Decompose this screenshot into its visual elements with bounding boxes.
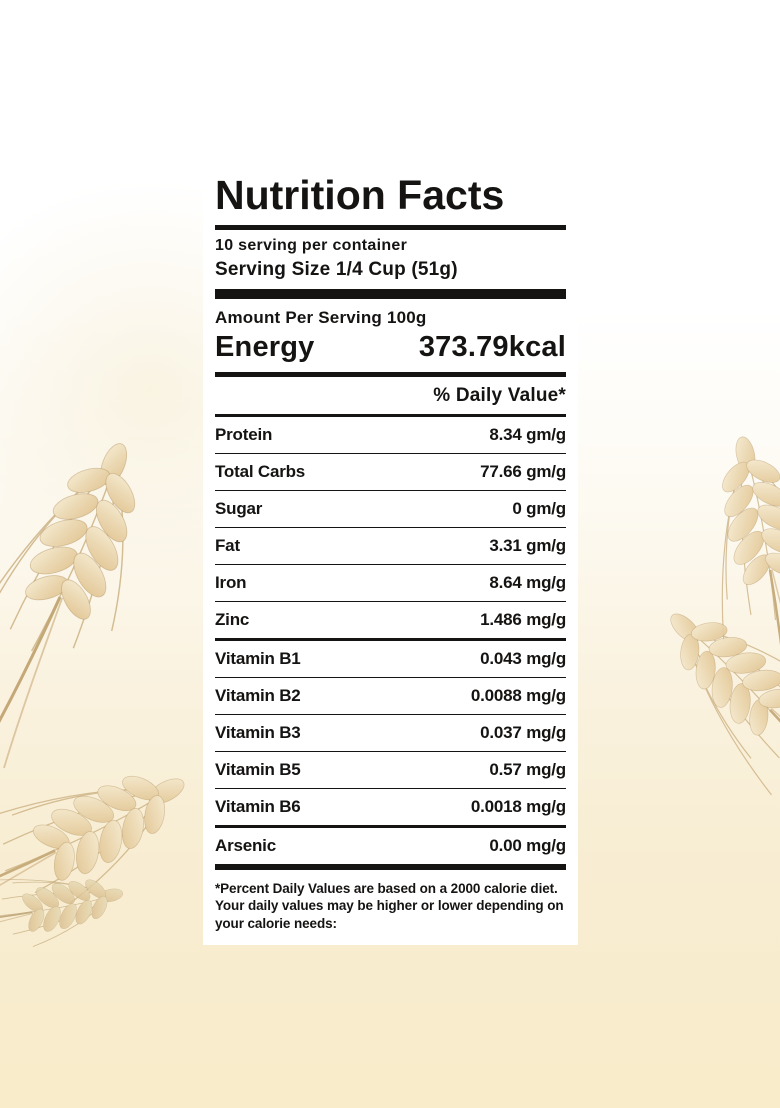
nutrient-row: Vitamin B5 0.57 mg/g <box>215 751 566 788</box>
nutrient-row: Vitamin B1 0.043 mg/g <box>215 638 566 677</box>
nutrient-name: Vitamin B1 <box>215 649 301 669</box>
nutrient-row: Protein 8.34 gm/g <box>215 417 566 453</box>
label-title: Nutrition Facts <box>215 172 505 218</box>
nutrient-row: Sugar 0 gm/g <box>215 490 566 527</box>
nutrient-rows: Protein 8.34 gm/g Total Carbs 77.66 gm/g… <box>215 417 566 864</box>
divider-thick-bottom <box>215 864 566 871</box>
daily-value-header: % Daily Value* <box>215 377 566 418</box>
nutrient-name: Vitamin B5 <box>215 760 301 780</box>
servings-per-container: 10 serving per container <box>215 237 408 255</box>
serving-size: Serving Size 1/4 Cup (51g) <box>215 259 458 281</box>
nutrient-value: 8.64 mg/g <box>489 573 566 593</box>
nutrient-value: 8.34 gm/g <box>489 425 566 445</box>
energy-row: Energy 373.79kcal <box>215 331 566 364</box>
nutrient-name: Arsenic <box>215 836 276 856</box>
nutrient-value: 0.57 mg/g <box>489 760 566 780</box>
nutrient-value: 77.66 gm/g <box>480 462 566 482</box>
nutrient-row: Vitamin B6 0.0018 mg/g <box>215 788 566 825</box>
nutrient-row: Iron 8.64 mg/g <box>215 564 566 601</box>
nutrient-name: Fat <box>215 536 240 556</box>
nutrient-value: 0 gm/g <box>512 499 566 519</box>
nutrient-value: 0.00 mg/g <box>489 836 566 856</box>
nutrient-row: Total Carbs 77.66 gm/g <box>215 453 566 490</box>
energy-value: 373.79kcal <box>418 331 566 364</box>
nutrient-value: 0.0018 mg/g <box>470 797 566 817</box>
nutrient-row: Vitamin B3 0.037 mg/g <box>215 714 566 751</box>
nutrient-row: Fat 3.31 gm/g <box>215 527 566 564</box>
nutrient-value: 0.037 mg/g <box>480 723 566 743</box>
divider-under-title <box>215 225 566 231</box>
nutrient-value: 3.31 gm/g <box>489 536 566 556</box>
footnote: *Percent Daily Values are based on a 200… <box>215 881 564 931</box>
wheat-ear-left-small-icon <box>0 844 142 979</box>
nutrient-name: Sugar <box>215 499 263 519</box>
divider-thick-top <box>215 289 566 300</box>
amount-per-serving: Amount Per Serving 100g <box>215 308 427 328</box>
nutrient-name: Protein <box>215 425 273 445</box>
nutrient-value: 1.486 mg/g <box>480 610 566 630</box>
nutrient-name: Vitamin B3 <box>215 723 301 743</box>
nutrient-row: Arsenic 0.00 mg/g <box>215 825 566 864</box>
nutrient-name: Iron <box>215 573 247 593</box>
nutrient-name: Zinc <box>215 610 250 630</box>
nutrient-name: Vitamin B6 <box>215 797 301 817</box>
nutrient-name: Vitamin B2 <box>215 686 301 706</box>
nutrition-facts-label: Nutrition Facts 10 serving per container… <box>203 150 578 945</box>
energy-label: Energy <box>215 331 315 364</box>
nutrient-value: 0.043 mg/g <box>480 649 566 669</box>
nutrient-name: Total Carbs <box>215 462 306 482</box>
nutrient-row: Vitamin B2 0.0088 mg/g <box>215 677 566 714</box>
nutrient-row: Zinc 1.486 mg/g <box>215 601 566 638</box>
wheat-ear-right-bottom-icon <box>613 555 780 864</box>
nutrient-value: 0.0088 mg/g <box>470 686 566 706</box>
divider-under-energy <box>215 372 566 378</box>
